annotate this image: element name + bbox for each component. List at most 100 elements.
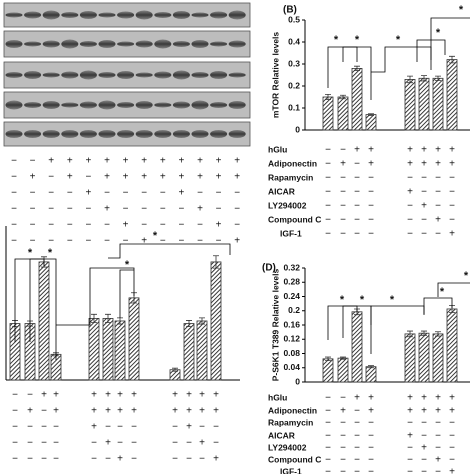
significance-star: *: [125, 259, 130, 271]
significance-star: *: [48, 247, 53, 259]
condition-sign: −: [41, 422, 47, 433]
bar: [351, 311, 363, 383]
error-bar: [407, 330, 413, 338]
condition-sign: −: [368, 187, 374, 198]
condition-sign: +: [407, 406, 413, 417]
condition-sign: −: [340, 467, 346, 474]
condition-sign: −: [213, 438, 219, 449]
blot-band: [24, 11, 42, 19]
error-bar: [325, 356, 331, 362]
condition-sign: −: [340, 455, 346, 466]
condition-sign: +: [123, 172, 129, 183]
condition-sign: +: [123, 156, 129, 167]
condition-sign: −: [435, 418, 441, 429]
significance-star: *: [355, 34, 360, 46]
blot-band: [117, 71, 135, 79]
blot-band: [117, 11, 135, 19]
significance-bracket: [437, 282, 470, 297]
condition-sign: −: [407, 201, 413, 212]
condition-sign: +: [234, 236, 240, 247]
condition-sign: +: [216, 220, 222, 231]
significance-bracket: [370, 305, 425, 325]
condition-sign: +: [234, 156, 240, 167]
condition-sign: +: [160, 156, 166, 167]
condition-sign: −: [325, 431, 331, 442]
blot-band: [117, 41, 135, 47]
blot-band: [135, 101, 153, 109]
condition-sign: +: [104, 156, 110, 167]
bar: [404, 333, 416, 383]
condition-sign: −: [449, 187, 455, 198]
condition-sign: −: [421, 455, 427, 466]
condition-sign: +: [131, 406, 137, 417]
condition-sign: −: [141, 220, 147, 231]
condition-sign: −: [172, 454, 178, 465]
condition-sign: −: [340, 418, 346, 429]
condition-sign: −: [30, 188, 36, 199]
error-bar: [213, 255, 219, 269]
blot-band: [228, 10, 246, 20]
condition-sign: −: [160, 188, 166, 199]
blot-band: [98, 100, 116, 110]
condition-sign: −: [216, 204, 222, 215]
condition-sign: +: [117, 454, 123, 465]
condition-sign: −: [12, 406, 18, 417]
condition-sign: −: [325, 418, 331, 429]
blot-band: [61, 12, 79, 18]
condition-sign: −: [407, 173, 413, 184]
condition-sign: +: [91, 406, 97, 417]
condition-sign: +: [435, 455, 441, 466]
condition-label: hGlu: [268, 144, 287, 154]
condition-sign: +: [131, 390, 137, 401]
y-tick-label: 0.28: [283, 277, 300, 287]
condition-sign: −: [234, 188, 240, 199]
condition-sign: −: [325, 215, 331, 226]
significance-bracket: [14, 258, 45, 342]
condition-label: Adiponectin: [268, 405, 317, 415]
blot-band: [24, 102, 42, 108]
error-bar: [325, 93, 331, 101]
condition-sign: −: [11, 156, 17, 167]
condition-sign: −: [325, 393, 331, 404]
significance-star: *: [153, 230, 158, 242]
condition-sign: −: [354, 201, 360, 212]
condition-sign: −: [105, 422, 111, 433]
significance-bracket: [342, 46, 372, 100]
condition-sign: −: [354, 215, 360, 226]
condition-label: Adiponectin: [268, 158, 317, 168]
condition-sign: −: [178, 220, 184, 231]
blot-band: [172, 70, 190, 80]
chart-title: (B): [283, 5, 297, 16]
bar: [418, 332, 430, 383]
significance-star: *: [360, 294, 365, 306]
blot-band: [98, 72, 116, 78]
condition-sign: +: [48, 156, 54, 167]
condition-sign: +: [368, 406, 374, 417]
condition-sign: −: [197, 236, 203, 247]
condition-sign: −: [117, 438, 123, 449]
condition-sign: −: [27, 422, 33, 433]
condition-sign: +: [178, 172, 184, 183]
condition-sign: +: [178, 188, 184, 199]
condition-sign: −: [368, 418, 374, 429]
significance-bracket: [430, 17, 470, 60]
condition-sign: −: [67, 204, 73, 215]
condition-sign: −: [131, 438, 137, 449]
y-tick-label: 0.5: [288, 14, 300, 24]
y-tick-label: 0.3: [288, 58, 300, 68]
error-bar: [421, 330, 427, 336]
condition-label: IGF-1: [280, 228, 302, 238]
condition-sign: −: [199, 454, 205, 465]
condition-sign: −: [131, 422, 137, 433]
condition-sign: +: [186, 390, 192, 401]
blot-band: [42, 10, 60, 20]
significance-bracket: [56, 267, 135, 326]
condition-sign: −: [172, 422, 178, 433]
error-bar: [449, 55, 455, 64]
blot-band: [79, 70, 97, 80]
condition-sign: −: [407, 229, 413, 240]
condition-sign: −: [407, 455, 413, 466]
condition-sign: +: [117, 406, 123, 417]
blot-band: [98, 130, 116, 138]
condition-sign: −: [213, 422, 219, 433]
